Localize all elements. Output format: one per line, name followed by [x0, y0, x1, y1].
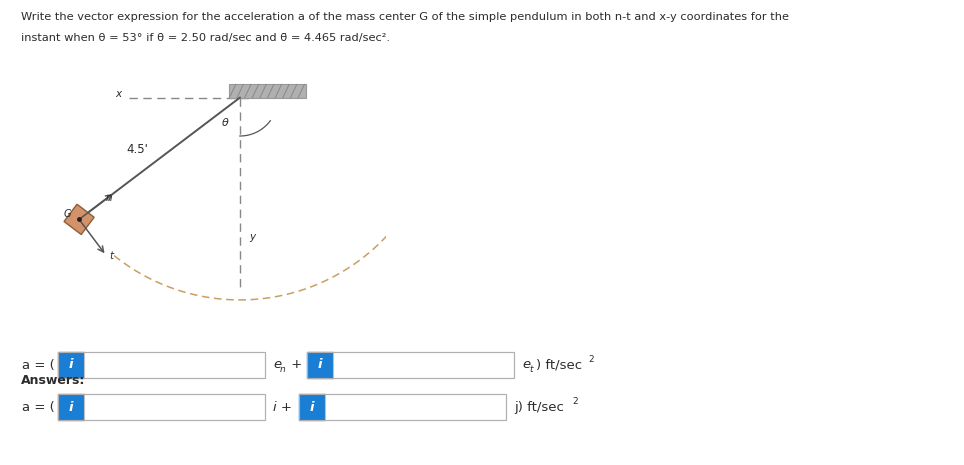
Text: n: n: [280, 365, 285, 373]
Text: 2: 2: [588, 354, 594, 364]
Text: i +: i +: [273, 400, 292, 413]
Bar: [58, 394, 84, 420]
Polygon shape: [64, 204, 94, 234]
Bar: [307, 352, 333, 378]
Bar: [229, 84, 306, 98]
Text: j) ft/sec: j) ft/sec: [514, 400, 564, 413]
Text: t: t: [529, 365, 532, 373]
Text: G: G: [64, 209, 70, 219]
Bar: [299, 394, 325, 420]
Text: a = (: a = (: [22, 359, 55, 372]
Bar: [58, 352, 84, 378]
Text: e: e: [273, 359, 281, 372]
Text: t: t: [110, 251, 114, 261]
Bar: [84, 352, 265, 378]
Bar: [333, 352, 514, 378]
Text: 2: 2: [572, 397, 577, 405]
Text: n: n: [105, 193, 112, 203]
Bar: [299, 394, 506, 420]
Text: a = (: a = (: [22, 400, 55, 413]
Text: +: +: [287, 359, 303, 372]
Text: instant when θ = 53° if θ̇ = 2.50 rad/sec and θ̈ = 4.465 rad/sec².: instant when θ = 53° if θ̇ = 2.50 rad/se…: [21, 33, 390, 44]
Bar: [58, 352, 265, 378]
Text: 4.5': 4.5': [126, 143, 147, 156]
Bar: [307, 352, 514, 378]
Bar: [84, 394, 265, 420]
Bar: [325, 394, 506, 420]
Text: θ: θ: [222, 118, 228, 128]
Text: i: i: [318, 359, 322, 372]
Text: i: i: [68, 359, 73, 372]
Text: Write the vector expression for the acceleration a of the mass center G of the s: Write the vector expression for the acce…: [21, 12, 790, 22]
Text: e: e: [522, 359, 530, 372]
Text: x: x: [116, 89, 121, 99]
Text: y: y: [249, 232, 255, 242]
Text: ) ft/sec: ) ft/sec: [536, 359, 582, 372]
Text: i: i: [309, 400, 314, 413]
Text: i: i: [68, 400, 73, 413]
Bar: [58, 394, 265, 420]
Text: Answers:: Answers:: [21, 374, 86, 387]
